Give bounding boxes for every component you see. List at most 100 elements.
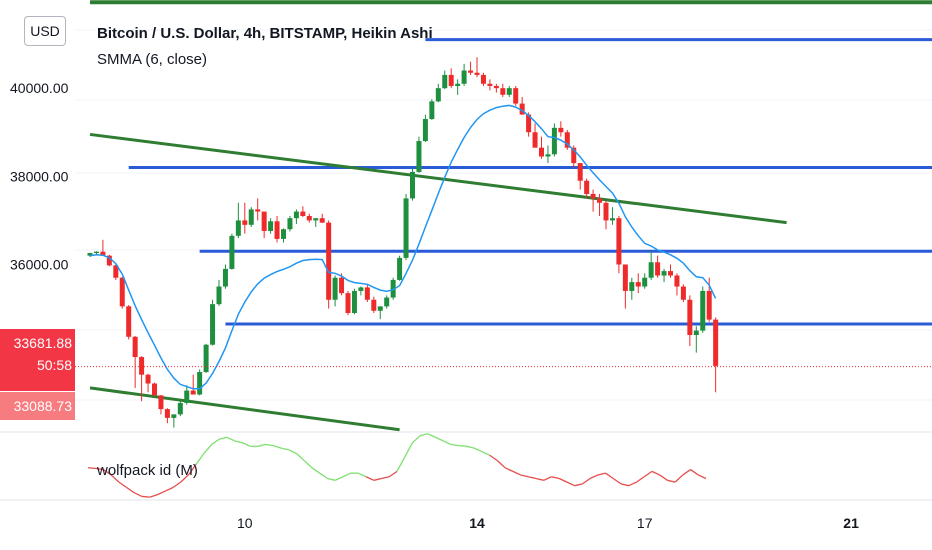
oscillator-segment	[342, 472, 351, 478]
time-tick-label: 14	[469, 515, 485, 531]
price-tick-label: 38000.00	[10, 168, 69, 184]
time-axis[interactable]: 1014172124	[237, 515, 932, 531]
candle-body	[506, 88, 512, 95]
candle-body	[410, 171, 415, 199]
candle-body	[571, 147, 577, 164]
countdown-label: 50:58	[36, 357, 72, 373]
candle-body	[435, 88, 441, 102]
candles	[87, 57, 719, 428]
candle-body	[203, 344, 209, 373]
candle-body	[339, 277, 345, 294]
oscillator-segment	[211, 438, 220, 446]
grid	[75, 29, 932, 401]
oscillator-segment	[358, 472, 367, 478]
candle-body	[87, 253, 93, 256]
candle-body	[242, 220, 248, 225]
smma-path	[89, 104, 717, 390]
candle-body	[629, 282, 635, 291]
candle-body	[281, 229, 286, 239]
candle-body	[287, 218, 293, 230]
oscillator-segment	[381, 476, 390, 480]
price-axis[interactable]: 40000.00 38000.00 36000.00	[10, 80, 69, 272]
oscillator-segment	[303, 460, 313, 469]
candle-body	[364, 287, 370, 300]
oscillator-segment	[651, 470, 660, 476]
oscillator-segment	[126, 486, 135, 494]
candle-body	[319, 218, 325, 223]
horizontal-levels[interactable]	[90, 0, 932, 326]
oscillator-segment	[87, 467, 96, 470]
candle-body	[384, 297, 390, 307]
oscillator-segment	[234, 440, 243, 444]
candle-body	[274, 221, 280, 239]
oscillator-segment	[280, 447, 289, 451]
candle-body	[680, 286, 686, 300]
oscillator-segment	[203, 444, 213, 454]
candle-body	[558, 127, 564, 133]
oscillator-segment	[458, 444, 467, 447]
candle-body	[397, 257, 403, 280]
candle-body	[442, 74, 448, 89]
oscillator-segment	[142, 495, 150, 498]
candle-body	[603, 202, 609, 221]
candle-body	[713, 319, 719, 366]
candle-body	[390, 279, 396, 298]
time-tick-label: 21	[843, 515, 859, 531]
oscillator-segment	[373, 477, 382, 481]
candle-body	[693, 330, 699, 336]
low-price-label: 33088.73	[13, 398, 72, 414]
oscillator-segment	[226, 436, 236, 442]
candle-body	[480, 74, 486, 84]
trend-lines[interactable]	[89, 132, 787, 432]
oscillator-segment	[659, 474, 668, 481]
candle-body	[229, 235, 235, 269]
candle-body	[261, 211, 267, 231]
candle-body	[119, 277, 125, 307]
candle-body	[642, 277, 648, 287]
oscillator-segment	[636, 476, 645, 483]
oscillator-segment	[327, 477, 336, 481]
candle-body	[158, 395, 164, 410]
oscillator-segment	[504, 467, 514, 472]
candle-body	[674, 275, 680, 287]
candle-body	[132, 336, 138, 358]
oscillator-segment	[110, 474, 120, 483]
candle-body	[100, 251, 106, 256]
low-price-box: 33088.73	[0, 392, 75, 420]
oscillator-segment	[164, 486, 174, 492]
oscillator-segment	[443, 440, 452, 446]
time-tick-label: 17	[637, 515, 653, 531]
trend-line[interactable]	[89, 386, 400, 432]
oscillator-segment	[180, 474, 189, 483]
oscillator-segment	[219, 436, 228, 440]
candle-body	[371, 299, 377, 311]
oscillator-segment	[265, 443, 274, 447]
candle-body	[306, 216, 312, 221]
oscillator-segment	[551, 476, 560, 480]
candle-body	[551, 127, 557, 155]
candle-body	[248, 209, 254, 225]
candle-body	[448, 74, 454, 86]
indicator-label[interactable]: SMMA (6, close)	[97, 51, 207, 68]
oscillator-segment	[690, 469, 699, 476]
candle-body	[377, 306, 383, 311]
trend-line[interactable]	[89, 132, 787, 225]
candle-body	[493, 85, 499, 89]
candle-body	[474, 72, 480, 75]
oscillator-line	[87, 433, 707, 498]
oscillator-label[interactable]: wolfpack id (M)	[96, 462, 198, 479]
candle-body	[545, 154, 551, 157]
price-tick-label: 40000.00	[10, 80, 69, 96]
candle-body	[93, 251, 99, 254]
oscillator-segment	[698, 474, 707, 480]
currency-button[interactable]: USD	[24, 16, 66, 46]
candle-body	[326, 222, 332, 300]
candle-body	[539, 147, 544, 157]
oscillator-segment	[496, 460, 506, 469]
candle-body	[190, 390, 196, 395]
candle-body	[609, 218, 615, 221]
oscillator-segment	[195, 453, 205, 465]
candle-body	[145, 374, 151, 384]
oscillator-segment	[628, 481, 637, 487]
